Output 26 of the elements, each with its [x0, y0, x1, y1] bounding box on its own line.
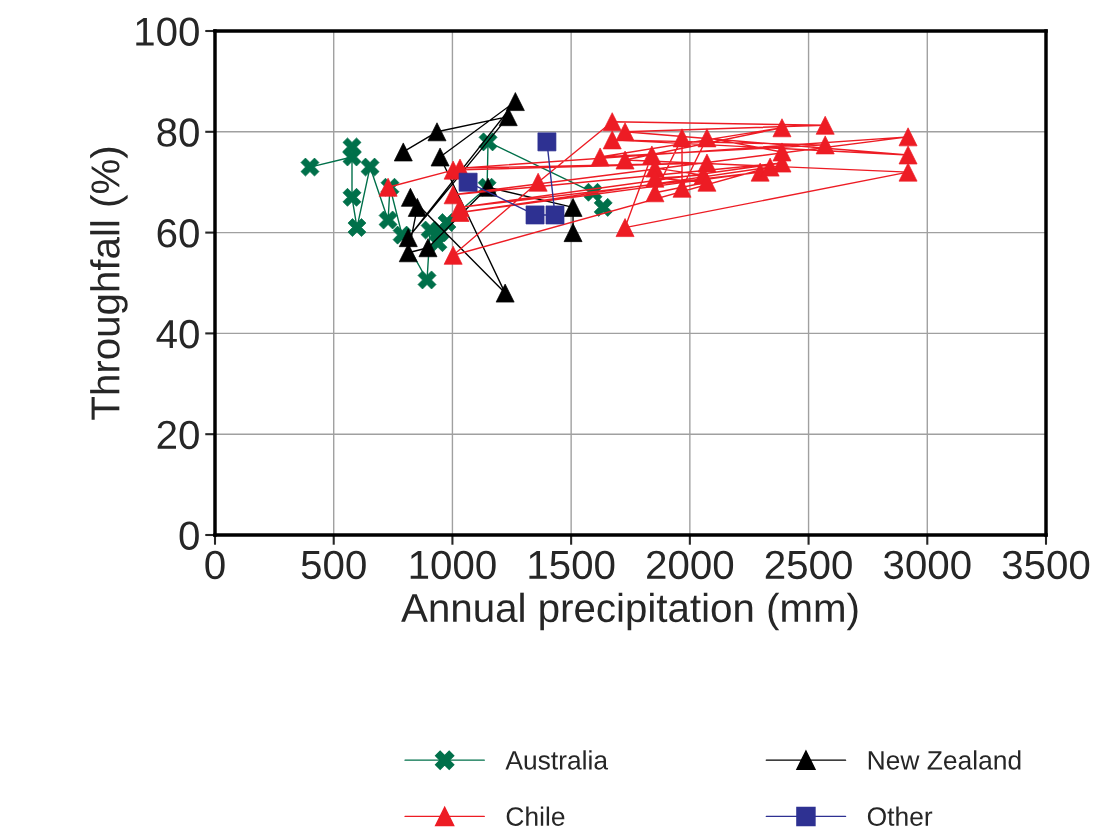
- x-tick-label: 2000: [647, 550, 734, 580]
- y-tick-label: 20: [157, 420, 199, 450]
- y-tick-label: 40: [156, 319, 199, 349]
- point: [347, 218, 367, 237]
- y-tick-label: 0: [179, 521, 199, 550]
- y-tick-label: 100: [136, 17, 199, 46]
- x-tick-label: 1000: [410, 550, 496, 580]
- point: [602, 112, 622, 132]
- point: [602, 130, 622, 150]
- x-tick-label: 3500: [1002, 550, 1090, 580]
- y-tick-label: 80: [157, 118, 199, 147]
- point: [525, 205, 545, 225]
- x-tick-label: 2500: [765, 550, 852, 580]
- point: [815, 135, 835, 155]
- point: [537, 132, 557, 152]
- y-tick-label: 60: [157, 219, 199, 248]
- legend-label: New Zealand: [868, 750, 1021, 770]
- x-tick-label: 500: [301, 550, 366, 580]
- legend-label: Other: [867, 806, 933, 826]
- x-tick-label: 0: [205, 550, 225, 580]
- x-tick-label: 3000: [884, 550, 971, 580]
- x-tick-label: 1500: [529, 550, 615, 580]
- legend-label: Australia: [505, 750, 609, 770]
- legend-label: Chile: [506, 806, 565, 826]
- y-axis-title: Throughfall (%): [90, 147, 128, 420]
- x-axis-title: Annual precipitation (mm): [401, 592, 858, 631]
